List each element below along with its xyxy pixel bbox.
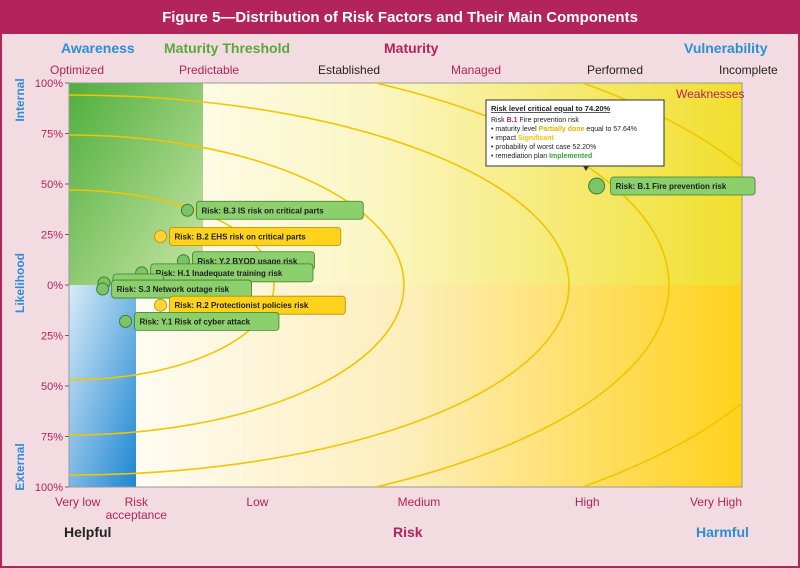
zone-green-threshold [69, 83, 203, 285]
risk-marker [180, 203, 194, 217]
tooltip-pointer [583, 166, 589, 171]
label-maturity: Maturity [384, 40, 439, 56]
maturity-predictable: Predictable [179, 63, 240, 77]
figure-title: Figure 5—Distribution of Risk Factors an… [2, 2, 798, 34]
label-risk: Risk [393, 524, 423, 540]
risk-label-box [610, 176, 756, 196]
y-tick-label: 25% [41, 230, 63, 242]
maturity-optimized: Optimized [50, 63, 105, 77]
risk-label: Risk: Y.1 Risk of cyber attack [140, 317, 251, 326]
risk-point: Risk: B.2 EHS risk on critical parts [154, 227, 342, 246]
maturity-managed: Managed [451, 63, 502, 77]
x-tick-label: Medium [398, 495, 441, 509]
y-tick-label: 50% [41, 381, 63, 393]
label-helpful: Helpful [64, 524, 112, 540]
risk-marker [96, 282, 110, 296]
y-tick-label: 50% [41, 179, 63, 191]
risk-point: Risk: R.2 Protectionist policies risk [154, 295, 346, 315]
label-weaknesses: Weaknesses [676, 87, 745, 101]
tooltip-line-probability: • probability of worst case 52.20% [491, 144, 596, 151]
maturity-incomplete: Incomplete [719, 63, 778, 77]
y-tick-label: 0% [47, 280, 63, 292]
x-tick-label: Very High [690, 495, 742, 509]
risk-point: Risk: H.1 Inadequate training risk [135, 263, 314, 283]
tooltip-line-remediation: • remediation plan Implemented [491, 153, 592, 160]
risk-marker [119, 314, 133, 328]
tooltip-box [485, 99, 665, 167]
risk-contour-2 [69, 134, 405, 436]
likelihood-axis-label: Likelihood [13, 253, 27, 313]
risk-point: Risk: Y.1 Risk of cyber attack [119, 311, 280, 331]
tooltip-line-maturity: • maturity level Partially done equal to… [491, 126, 637, 133]
x-tick-label: Risk acceptance [106, 495, 168, 522]
risk-label-box [169, 227, 342, 246]
risk-label: Risk: S.3 Network outage risk [117, 285, 230, 294]
risk-label: Risk: B.2 EHS risk on critical parts [175, 233, 307, 242]
y-tick-label: 100% [35, 78, 63, 90]
x-tick-label: Very low [55, 495, 101, 509]
risk-point: Risk: B.3 IS risk on critical parts [180, 200, 364, 220]
label-vulnerability: Vulnerability [684, 40, 768, 56]
y-tick-label: 75% [41, 432, 63, 444]
risk-marker [154, 230, 168, 244]
likelihood-internal: Internal [13, 78, 27, 122]
risk-label: Risk: R.2 Protectionist policies risk [175, 301, 309, 310]
label-awareness: Awareness [61, 40, 135, 56]
risk-label: Risk: Y.2 BYOD usage risk [197, 257, 297, 266]
tooltip-critical-risk: Risk level critical equal to 74.20% Risk… [485, 99, 665, 171]
maturity-performed: Performed [587, 63, 644, 77]
label-maturity-threshold: Maturity Threshold [164, 40, 291, 56]
x-tick-label: Low [246, 495, 268, 509]
risk-contours [69, 83, 742, 487]
y-tick-labels: 100% 75% 50% 25% 0% 25% 50% 75% 100% [35, 78, 69, 494]
maturity-established: Established [318, 63, 381, 77]
likelihood-external: External [13, 443, 27, 491]
risk-point: Risk: S.3 Network outage risk [96, 279, 252, 299]
tooltip-heading: Risk level critical equal to 74.20% [491, 104, 611, 113]
tooltip-line-risk: Risk B.1 Fire prevention risk [491, 117, 579, 124]
risk-contour-1 [69, 189, 275, 381]
risk-point: Risk: B.1 Fire prevention risk [588, 176, 756, 196]
y-tick-label: 75% [41, 129, 63, 141]
x-tick-label: High [575, 495, 600, 509]
risk-marker [588, 177, 606, 195]
risk-points: Risk: B.1 Fire prevention risk Risk: B.3 … [96, 176, 756, 331]
x-tick-labels: Very low Risk acceptance Low Medium High Very … [55, 495, 742, 522]
risk-label-box [196, 200, 364, 220]
risk-label: Risk: H.1 Inadequate training risk [156, 269, 283, 278]
risk-label-box [134, 311, 280, 331]
risk-marker [154, 298, 168, 312]
y-tick-label: 100% [35, 482, 63, 494]
y-tick-label: 25% [41, 331, 63, 343]
risk-contour-4 [371, 83, 670, 487]
risk-label: Risk: B.1 Fire prevention risk [616, 182, 727, 191]
label-harmful: Harmful [696, 524, 749, 540]
tooltip-line-impact: • impact Significant [491, 135, 554, 142]
risk-label: Risk: B.3 IS risk on critical parts [201, 206, 324, 215]
risk-contour-3 [69, 94, 570, 476]
